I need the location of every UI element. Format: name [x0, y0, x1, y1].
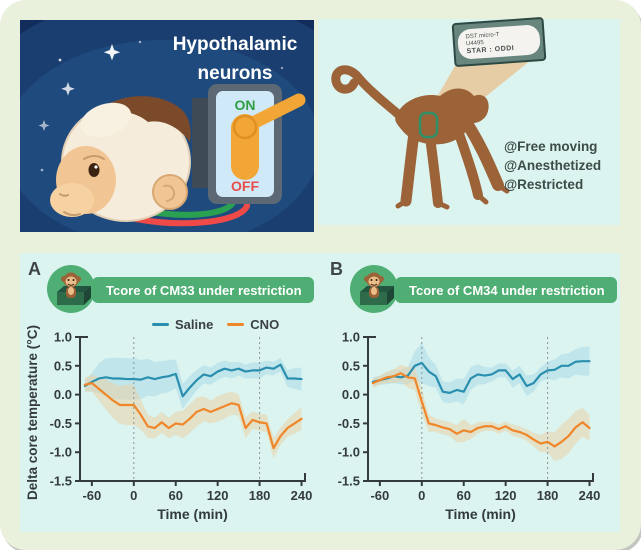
chart-a-title-badge: Tcore of CM33 under restriction	[92, 277, 314, 303]
cno-swatch	[227, 322, 245, 327]
chart-b-title-badge: Tcore of CM34 under restriction	[395, 277, 617, 303]
results-panel: A Tcore of CM33 under restriction B	[20, 253, 620, 532]
x-tick-label: -60	[82, 488, 101, 503]
condition-restricted: @Restricted	[504, 177, 584, 192]
x-axis-title: Time (min)	[445, 506, 516, 522]
y-tick-label: 0.0	[342, 387, 360, 402]
shaved-patch	[80, 102, 132, 138]
legend: Saline CNO	[152, 317, 279, 332]
on-off-switch: ON OFF	[192, 84, 306, 204]
nose	[59, 193, 69, 197]
hypothalamic-illustration: ON OFF Hypothalamic neurons	[20, 20, 314, 232]
y-tick-label: 0.0	[54, 387, 72, 402]
sparkle-icon	[103, 44, 121, 61]
panel-letter-a: A	[28, 259, 41, 279]
saline-swatch	[152, 322, 169, 327]
sparkle-icon	[38, 120, 50, 131]
x-axis-title: Time (min)	[157, 506, 228, 522]
hero-title-line1: Hypothalamic	[172, 34, 298, 55]
implant-outline	[418, 111, 439, 139]
x-tick-label: 0	[130, 488, 137, 503]
mouth	[63, 211, 81, 217]
panel-letter-b: B	[330, 259, 343, 279]
legend-item-cno: CNO	[227, 317, 279, 332]
tail	[331, 65, 403, 119]
x-tick-label: 60	[456, 488, 470, 503]
wire-red	[133, 195, 250, 227]
condition-free-moving: @Free moving	[504, 139, 598, 154]
y-tick-label: -1.5	[338, 474, 360, 489]
saline-line	[83, 363, 303, 398]
y-tick-label: -0.5	[338, 416, 360, 431]
y-tick-label: -1.5	[50, 474, 72, 489]
monkey-body	[395, 88, 489, 145]
x-tick-label: 0	[418, 488, 425, 503]
y-tick-label: -1.0	[338, 445, 360, 460]
saline-line	[371, 360, 591, 394]
condition-anesthetized: @Anesthetized	[504, 158, 602, 173]
telemetry-device: DST micro-T U4495 STAR : ODDI	[451, 16, 547, 68]
x-tick-label: 180	[249, 488, 271, 503]
x-tick-label: 240	[579, 488, 601, 503]
hero-title: Hypothalamic neurons	[148, 30, 314, 88]
telemetry-scene	[331, 56, 536, 210]
x-tick-label: -60	[370, 488, 389, 503]
monkey-in-box-icon	[360, 272, 394, 305]
hero-title-line2: neurons	[197, 63, 273, 84]
eye	[88, 163, 100, 177]
monkey-silhouette	[331, 65, 510, 210]
x-tick-label: 240	[291, 488, 313, 503]
toggle-pivot	[232, 114, 258, 140]
device-label-area: DST micro-T U4495 STAR : ODDI	[457, 24, 541, 60]
y-tick-label: 1.0	[54, 330, 72, 345]
switch-on-label: ON	[235, 97, 256, 113]
monkey-badge-icon	[350, 265, 398, 313]
ear	[152, 174, 188, 210]
monkey-head-illustration	[50, 96, 191, 222]
condition-list: @Free moving @Anesthetized @Restricted	[504, 137, 601, 194]
chart-b: -60 0 60 120 180 240 1.0 0.5 0.0 -0.5 -1.0 -1.5 Time…	[338, 330, 601, 523]
monkey-in-box-icon	[57, 272, 91, 305]
switch-off-label: OFF	[231, 178, 259, 194]
x-tick-label: 180	[537, 488, 559, 503]
legend-item-saline: Saline	[152, 317, 213, 332]
y-tick-label: -1.0	[50, 445, 72, 460]
y-tick-label: -0.5	[50, 416, 72, 431]
cno-line	[83, 381, 303, 450]
legend-saline-label: Saline	[175, 317, 214, 332]
y-tick-label: 1.0	[342, 330, 360, 345]
cno-sem-band	[372, 364, 590, 461]
sparkle-icon	[61, 82, 75, 96]
chart-a: -60 0 60 120 180 240 1.0 0.5 0.0 -0.5 -1.0 -1.5 Time…	[50, 330, 313, 523]
x-tick-label: 60	[168, 488, 182, 503]
legend-cno-label: CNO	[250, 317, 280, 332]
y-tick-label: 0.5	[342, 358, 360, 373]
monkey-badge-icon	[47, 265, 95, 313]
y-tick-label: 0.5	[54, 358, 72, 373]
hypothalamic-scene: ON OFF	[20, 20, 314, 232]
telemetry-illustration: DST micro-T U4495 STAR : ODDI @Free movi…	[318, 16, 620, 225]
x-tick-label: 120	[207, 488, 229, 503]
cno-line	[371, 372, 591, 448]
x-tick-label: 120	[495, 488, 517, 503]
saline-sem-band	[372, 342, 590, 405]
